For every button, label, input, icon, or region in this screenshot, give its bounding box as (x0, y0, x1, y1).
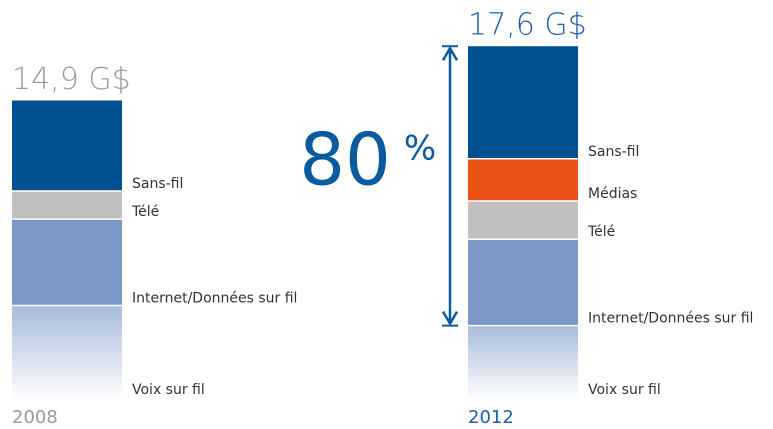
bar-segment (468, 158, 578, 202)
bar-segment (468, 201, 578, 240)
arrow-head (441, 45, 459, 61)
bar-segment (12, 190, 122, 220)
year-label: 2008 (12, 407, 58, 428)
total-label: 14,9 G$ (12, 62, 131, 97)
segment-label: Voix sur fil (588, 382, 661, 398)
segment-label: Internet/Données sur fil (588, 311, 753, 327)
annotation-unit: % (404, 129, 436, 169)
bar-segment (12, 305, 122, 400)
bar-segment (12, 219, 122, 306)
year-label: 2012 (468, 407, 514, 428)
annotation: 80 (299, 118, 391, 202)
segment-label: Sans-fil (588, 144, 639, 160)
segment-label: Télé (131, 204, 159, 220)
segment-label: Sans-fil (132, 176, 183, 192)
bar-segment (468, 46, 578, 159)
total-label: 17,6 G$ (468, 8, 587, 43)
segment-label: Internet/Données sur fil (132, 291, 297, 307)
bar-segment (468, 239, 578, 326)
segment-label: Voix sur fil (132, 382, 205, 398)
bar-segment (468, 325, 578, 400)
segment-label: Médias (588, 186, 637, 202)
bar-segment (12, 100, 122, 191)
segment-label: Télé (587, 224, 615, 240)
arrow-head (441, 311, 459, 327)
